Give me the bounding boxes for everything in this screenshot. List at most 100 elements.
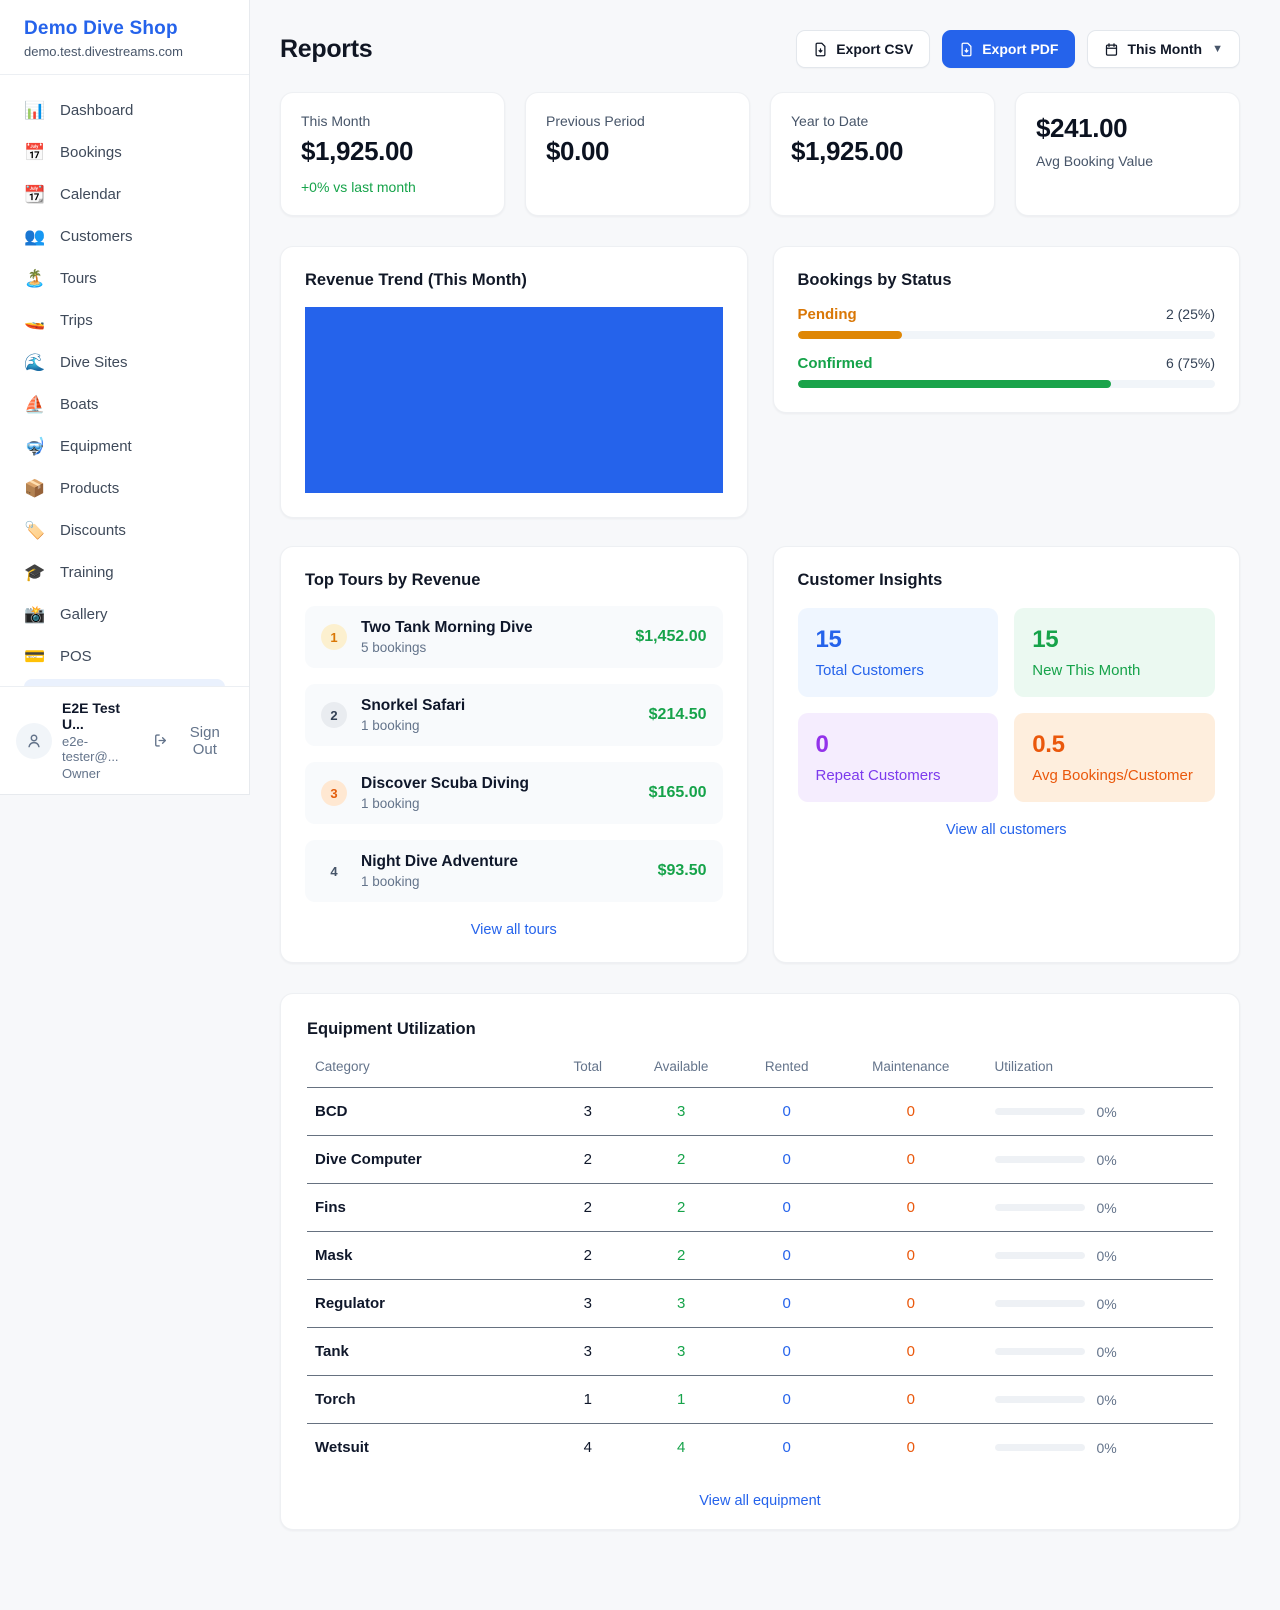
user-icon [28, 734, 40, 747]
utilization-bar [994, 1444, 1085, 1451]
col-rented: Rented [738, 1059, 836, 1088]
sidebar-item-products[interactable]: 📦 Products [12, 467, 237, 509]
export-csv-button[interactable]: Export CSV [796, 30, 931, 68]
sidebar-item-customers[interactable]: 👥 Customers [12, 215, 237, 257]
status-count-pending: 2 (25%) [1165, 306, 1215, 322]
view-all-tours-link[interactable]: View all tours [470, 922, 557, 938]
col-total: Total [551, 1059, 624, 1088]
tour-bookings: 1 booking [361, 874, 420, 889]
period-dropdown[interactable]: This Month ▼ [1087, 30, 1240, 68]
sidebar-item-training[interactable]: 🎓 Training [12, 551, 237, 593]
table-row: Dive Computer 2 2 0 0 0% [307, 1135, 1213, 1184]
top-tours-card: Top Tours by Revenue 1 Two Tank Morning … [280, 546, 748, 963]
sidebar-item-equipment[interactable]: 🤿 Equipment [12, 425, 237, 467]
col-available: Available [623, 1059, 739, 1088]
sidebar-item-calendar[interactable]: 📆 Calendar [12, 173, 237, 215]
view-all-equipment-link[interactable]: View all equipment [699, 1493, 821, 1509]
table-row: Mask 2 2 0 0 0% [307, 1231, 1213, 1280]
sign-out-label: Sign Out [189, 723, 220, 758]
stat-label: Previous Period [546, 113, 645, 129]
tour-bookings: 1 booking [361, 718, 420, 733]
utilization-bar [994, 1300, 1085, 1307]
diving-mask-icon: 🤿 [24, 436, 46, 456]
customers-icon: 👥 [24, 226, 46, 246]
stat-delta: +0% vs last month [301, 179, 416, 195]
file-download-icon [815, 42, 826, 56]
dashboard-icon: 📊 [24, 100, 46, 120]
tour-revenue: $93.50 [657, 862, 707, 879]
col-category: Category [307, 1059, 552, 1088]
customer-insights-title: Customer Insights [797, 571, 943, 589]
tag-icon: 🏷️ [24, 520, 46, 540]
tour-name: Night Dive Adventure [361, 853, 519, 870]
package-icon: 📦 [24, 478, 46, 498]
insight-label: Repeat Customers [815, 767, 941, 784]
export-pdf-label: Export PDF [982, 41, 1059, 57]
sidebar-item-dashboard[interactable]: 📊 Dashboard [12, 89, 237, 131]
utilization-bar [994, 1396, 1085, 1403]
sidebar-nav: 📊 Dashboard 📅 Bookings 📆 Calendar 👥 Cust… [0, 75, 249, 686]
avatar [16, 722, 52, 759]
sidebar-item-boats[interactable]: ⛵ Boats [12, 383, 237, 425]
sidebar-item-label: Boats [60, 395, 99, 413]
island-icon: 🏝️ [24, 268, 46, 288]
brand-block: Demo Dive Shop demo.test.divestreams.com [0, 0, 249, 74]
status-bar-confirmed [797, 380, 1215, 388]
rank-badge: 2 [321, 702, 347, 728]
sidebar-item-pos[interactable]: 💳 POS [12, 635, 237, 677]
utilization-bar [994, 1252, 1085, 1259]
sidebar-item-label: Products [60, 479, 120, 497]
table-row: Fins 2 2 0 0 0% [307, 1183, 1213, 1232]
calendar-icon: 📆 [24, 184, 46, 204]
stat-value: $0.00 [546, 136, 610, 166]
sidebar-item-bookings[interactable]: 📅 Bookings [12, 131, 237, 173]
col-maintenance: Maintenance [835, 1059, 987, 1088]
status-row-confirmed: Confirmed 6 (75%) [797, 355, 1215, 388]
insight-label: New This Month [1032, 662, 1141, 679]
user-footer: E2E Test U... e2e-tester@... Owner Sign … [0, 686, 249, 794]
sidebar-item-tours[interactable]: 🏝️ Tours [12, 257, 237, 299]
tour-row: 2 Snorkel Safari 1 booking $214.50 [305, 684, 723, 746]
utilization-bar [994, 1108, 1085, 1115]
page-header: Reports Export CSV Export PDF This Month [280, 30, 1240, 68]
equipment-table-header: Category Total Available Rented Maintena… [307, 1059, 1213, 1088]
stat-card-this-month: This Month $1,925.00 +0% vs last month [280, 92, 505, 216]
sidebar-item-discounts[interactable]: 🏷️ Discounts [12, 509, 237, 551]
sidebar-item-trips[interactable]: 🚤 Trips [12, 299, 237, 341]
sidebar-item-dive-sites[interactable]: 🌊 Dive Sites [12, 341, 237, 383]
tour-revenue: $1,452.00 [635, 628, 707, 645]
sidebar-item-label: Dashboard [60, 101, 134, 119]
status-bar-pending [797, 331, 1215, 339]
stat-label: This Month [301, 113, 371, 129]
sign-out-button[interactable]: Sign Out [153, 724, 233, 758]
sidebar-item-label: Equipment [60, 437, 132, 455]
stat-card-year-to-date: Year to Date $1,925.00 [770, 92, 995, 216]
bookings-calendar-icon: 📅 [24, 142, 46, 162]
revenue-trend-title: Revenue Trend (This Month) [305, 271, 527, 289]
sidebar-item-label: Customers [60, 227, 133, 245]
status-label-confirmed: Confirmed [797, 355, 873, 372]
sidebar-item-gallery[interactable]: 📸 Gallery [12, 593, 237, 635]
stat-label: Year to Date [791, 113, 869, 129]
user-info: E2E Test U... e2e-tester@... Owner [62, 700, 143, 781]
sidebar-item-label: Bookings [60, 143, 122, 161]
period-label: This Month [1127, 41, 1203, 57]
tour-bookings: 1 booking [361, 796, 420, 811]
insight-value: 15 [1032, 626, 1059, 653]
sidebar-item-label: Discounts [60, 521, 126, 539]
charts-row: Revenue Trend (This Month) Bookings by S… [280, 246, 1240, 518]
equipment-table: Category Total Available Rented Maintena… [307, 1059, 1213, 1471]
revenue-trend-chart [305, 307, 723, 493]
sidebar: Demo Dive Shop demo.test.divestreams.com… [0, 0, 250, 795]
export-pdf-button[interactable]: Export PDF [942, 30, 1076, 68]
rank-badge: 1 [321, 624, 347, 650]
bookings-by-status-card: Bookings by Status Pending 2 (25%) Confi… [772, 246, 1240, 413]
tour-bookings: 5 bookings [361, 640, 427, 655]
stat-value: $1,925.00 [791, 136, 904, 166]
sidebar-item-label: Gallery [60, 605, 108, 623]
insight-value: 0.5 [1032, 731, 1065, 758]
sidebar-item-reports-partial[interactable] [24, 679, 225, 686]
stat-value: $1,925.00 [301, 136, 414, 166]
view-all-customers-link[interactable]: View all customers [945, 822, 1067, 838]
page-title: Reports [280, 34, 373, 63]
